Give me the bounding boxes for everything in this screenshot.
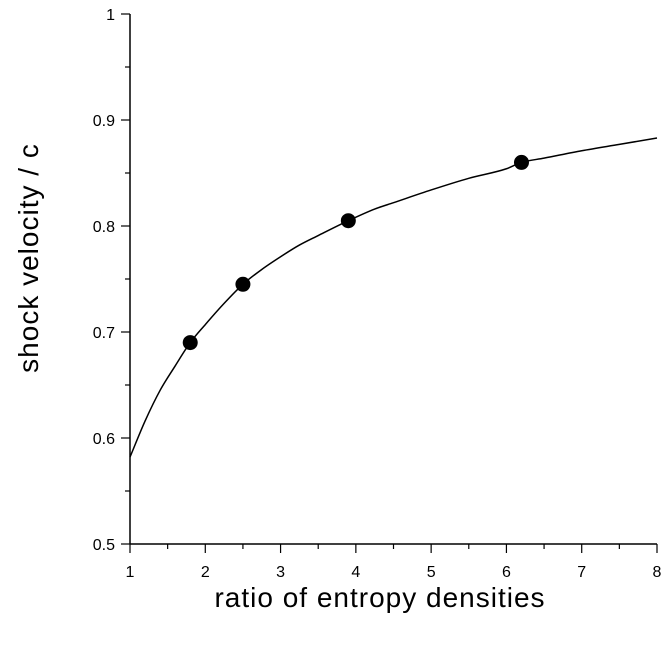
axes	[129, 14, 657, 545]
y-axis-title: shock velocity / c	[13, 143, 44, 373]
ticks: 0.5 0.6 0.7 0.8 0.9 1 1 2 3 4 5 6 7 8	[93, 7, 661, 581]
y-tick-label: 0.8	[93, 219, 115, 236]
fit-curve	[129, 137, 658, 458]
x-axis-title: ratio of entropy densities	[214, 582, 545, 613]
data-points	[182, 154, 529, 351]
x-tick-label: 5	[427, 564, 436, 581]
y-tick-label: 0.7	[93, 325, 115, 342]
y-tick-label: 0.6	[93, 431, 115, 448]
y-tick-label: 1	[106, 7, 115, 24]
x-tick-label: 8	[653, 564, 661, 581]
data-point	[235, 276, 251, 292]
x-tick-label: 4	[351, 564, 360, 581]
x-tick-label: 6	[502, 564, 511, 581]
y-tick-label: 0.5	[93, 537, 115, 554]
x-tick-label: 7	[577, 564, 586, 581]
x-tick-label: 2	[201, 564, 210, 581]
data-point	[182, 335, 198, 351]
x-tick-label: 3	[276, 564, 285, 581]
x-tick-label: 1	[126, 564, 135, 581]
data-point	[513, 154, 529, 170]
y-tick-label: 0.9	[93, 113, 115, 130]
data-point	[340, 213, 356, 229]
